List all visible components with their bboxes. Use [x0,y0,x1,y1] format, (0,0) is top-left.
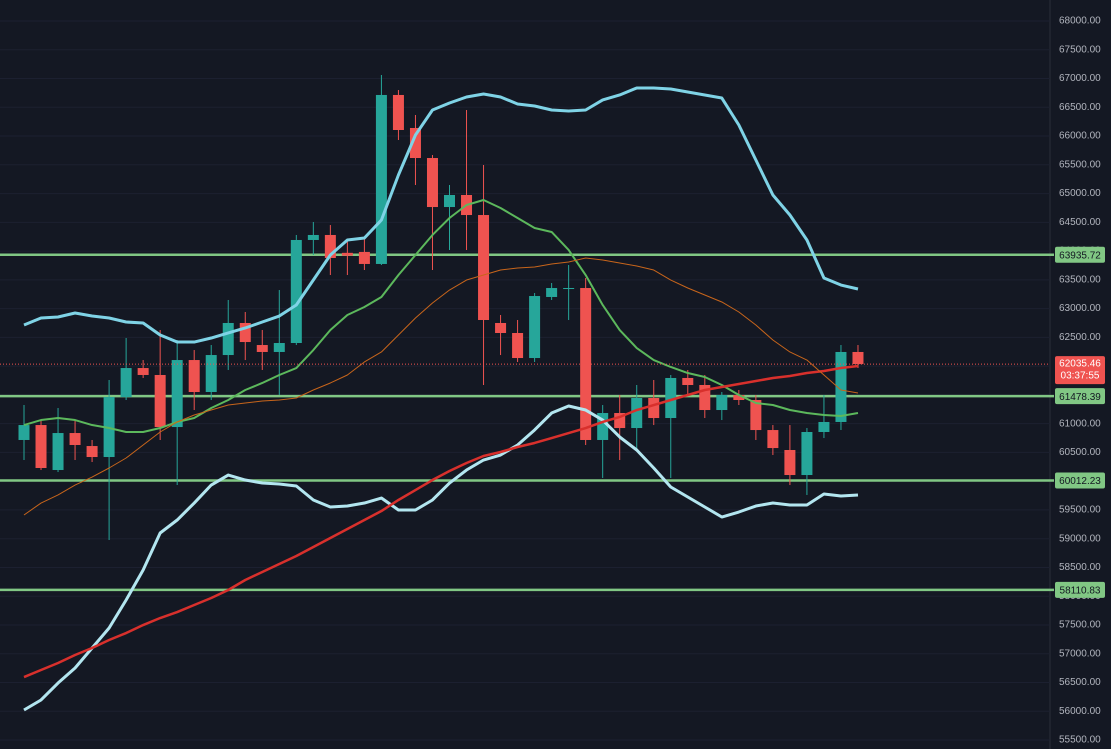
candle-body [801,431,813,476]
y-tick-label: 56500.00 [1059,677,1101,688]
candle-body [682,377,694,385]
last-price-box [1055,356,1105,385]
y-tick-label: 66500.00 [1059,102,1101,113]
candle-body [375,94,387,264]
candle-body [137,368,149,375]
y-tick-label: 66000.00 [1059,131,1101,142]
indicator-line [23,199,859,433]
y-tick-label: 59500.00 [1059,505,1101,516]
candle-body [35,425,47,469]
candle-body [665,377,677,419]
level-label: 60012.23 [1059,476,1101,487]
candle-body [426,158,438,208]
y-tick-label: 57500.00 [1059,620,1101,631]
y-tick-label: 56000.00 [1059,706,1101,717]
candle-body [290,239,302,344]
candle-body [171,360,183,428]
candle-body [52,433,64,471]
indicator-line [23,257,859,516]
y-tick-label: 67000.00 [1059,73,1101,84]
y-tick-label: 65000.00 [1059,188,1101,199]
candle-body [188,360,200,393]
y-tick-label: 60500.00 [1059,447,1101,458]
candle-body [154,374,166,428]
candle-body [852,351,864,365]
candle-body [495,322,507,333]
candle-body [222,322,234,356]
y-tick-label: 65500.00 [1059,159,1101,170]
candle-body [256,345,268,352]
y-tick-label: 68000.00 [1059,16,1101,27]
candle-body [478,215,490,320]
y-tick-label: 63000.00 [1059,303,1101,314]
candle-body [86,446,98,458]
y-tick-label: 64500.00 [1059,217,1101,228]
y-tick-label: 62500.00 [1059,332,1101,343]
candle-body [273,343,285,352]
candle-body [767,430,779,449]
candle-body [512,332,524,359]
candle-body [307,234,319,240]
y-tick-label: 59000.00 [1059,533,1101,544]
candle-body [546,288,558,297]
indicator-line [23,404,859,712]
y-tick-label: 55500.00 [1059,735,1101,746]
candle-body [120,368,132,398]
candle-body [358,251,370,264]
level-label-box [1055,388,1105,405]
candle-body [205,355,217,393]
level-label-box [1055,472,1105,489]
candle-body [69,433,81,445]
level-label-box [1055,246,1105,263]
level-label-box [1055,581,1105,598]
candle-body [444,195,455,208]
candle-body [818,421,830,432]
candle-body [648,397,660,419]
candle-body [784,449,796,476]
candle-body [392,94,404,131]
candle-body [409,127,421,159]
candle-body [563,288,575,290]
y-tick-label: 61000.00 [1059,418,1101,429]
y-tick-label: 58500.00 [1059,562,1101,573]
indicator-line [23,364,859,679]
candle-body [614,413,626,429]
candle-body [733,395,745,401]
candle-body [341,252,353,256]
candle-body [529,296,541,359]
y-tick-label: 67500.00 [1059,44,1101,55]
candle-body [239,322,251,343]
indicator-line [23,86,859,344]
candle-body [631,397,643,429]
level-label: 61478.39 [1059,392,1101,403]
level-label: 58110.83 [1060,585,1101,596]
level-label: 63935.72 [1059,250,1101,261]
candle-body [597,413,609,440]
candle-body [699,384,711,411]
candle-body [750,400,762,431]
candle-body [18,425,30,440]
y-tick-label: 63500.00 [1059,274,1101,285]
candle-body [324,234,336,258]
candle-body [716,395,728,411]
candle-body [835,351,847,422]
countdown-label: 03:37:55 [1061,371,1100,382]
y-tick-label: 57000.00 [1059,648,1101,659]
last-price-label: 62035.46 [1059,359,1101,370]
